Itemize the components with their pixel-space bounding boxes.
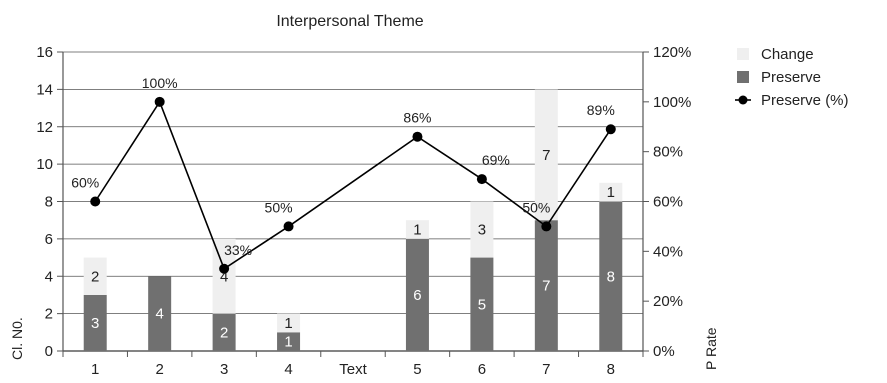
preserve-bar [534, 220, 558, 351]
right-y-tick-label: 80% [653, 144, 683, 161]
left-y-tick-label: 12 [36, 119, 53, 136]
change-bar [212, 238, 236, 314]
chart-title: Interpersonal Theme [276, 13, 423, 30]
right-y-tick-label: 40% [653, 243, 683, 260]
preserve-rate-point [476, 174, 487, 185]
preserve-rate-point [412, 131, 423, 142]
change-bar [534, 89, 558, 221]
change-bar [599, 182, 623, 202]
change-bar [470, 201, 494, 258]
left-y-tick-label: 16 [36, 44, 53, 61]
left-y-tick-label: 4 [45, 268, 53, 285]
left-y-tick-label: 6 [45, 231, 53, 248]
preserve-rate-point [541, 221, 552, 232]
preserve-bar [470, 257, 494, 351]
change-bar [405, 220, 429, 239]
x-tick-label: 6 [478, 361, 486, 378]
preserve-rate-point [219, 263, 230, 274]
x-tick-label: 7 [542, 361, 550, 378]
preserve-bar [277, 332, 301, 351]
change-bar-label: 2 [91, 268, 99, 285]
preserve-rate-label: 50% [265, 199, 293, 215]
preserve-bar-label: 3 [91, 315, 99, 332]
preserve-rate-label: 89% [587, 102, 615, 118]
preserve-bar [405, 238, 429, 351]
right-y-tick-label: 100% [653, 94, 691, 111]
change-bar [277, 313, 301, 333]
right-y-tick-label: 120% [653, 44, 691, 61]
preserve-bar [83, 294, 107, 351]
x-tick-label: 2 [155, 361, 163, 378]
x-tick-label: Text [339, 361, 367, 378]
preserve-bar [212, 313, 236, 351]
preserve-bar [599, 201, 623, 351]
preserve-rate-label: 100% [142, 75, 178, 91]
preserve-rate-point [605, 124, 616, 135]
preserve-bar-label: 6 [413, 287, 421, 304]
legend-change-swatch [737, 48, 749, 60]
change-bar [83, 257, 107, 295]
right-y-tick-label: 60% [653, 194, 683, 211]
preserve-rate-label: 50% [522, 199, 550, 215]
left-y-tick-label: 2 [45, 306, 53, 323]
legend-preserve-label: Preserve [761, 69, 821, 86]
preserve-rate-point [283, 221, 294, 232]
left-y-tick-label: 0 [45, 343, 53, 360]
change-bar-label: 3 [478, 222, 486, 239]
preserve-bar-label: 1 [284, 334, 292, 351]
right-axis-label: P Rate [703, 327, 719, 370]
preserve-bar-label: 8 [607, 268, 615, 285]
change-bar-label: 1 [607, 184, 615, 201]
preserve-rate-label: 69% [482, 152, 510, 168]
right-y-tick-label: 0% [653, 343, 675, 360]
preserve-bar-label: 2 [220, 324, 228, 341]
x-tick-label: 1 [91, 361, 99, 378]
legend-change-label: Change [761, 46, 814, 63]
legend-preserve-swatch [737, 71, 749, 83]
change-bar-label: 7 [542, 147, 550, 164]
x-tick-label: 8 [607, 361, 615, 378]
preserve-rate-label: 33% [224, 242, 252, 258]
preserve-bar-label: 7 [542, 278, 550, 295]
left-y-tick-label: 14 [36, 81, 53, 98]
change-bar-label: 1 [284, 315, 292, 332]
x-tick-label: 4 [284, 361, 292, 378]
left-y-tick-label: 10 [36, 156, 53, 173]
preserve-rate-label: 60% [71, 175, 99, 191]
change-bar-label: 4 [220, 268, 228, 285]
preserve-rate-point [90, 196, 101, 207]
legend-rate-point [738, 95, 748, 105]
left-y-tick-label: 8 [45, 194, 53, 211]
change-bar-label: 1 [413, 222, 421, 239]
preserve-bar [148, 276, 172, 351]
preserve-bar-label: 5 [478, 296, 486, 313]
x-tick-label: 3 [220, 361, 228, 378]
preserve-rate-line [94, 100, 612, 270]
left-axis-label: Cl. N0. [9, 317, 25, 360]
preserve-bar-label: 4 [155, 306, 163, 323]
legend-rate-label: Preserve (%) [761, 92, 849, 109]
x-tick-label: 5 [413, 361, 421, 378]
right-y-tick-label: 20% [653, 293, 683, 310]
preserve-rate-point [154, 96, 165, 107]
preserve-rate-label: 86% [403, 110, 431, 126]
